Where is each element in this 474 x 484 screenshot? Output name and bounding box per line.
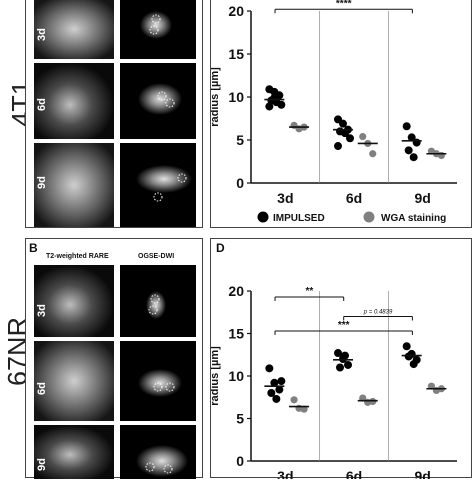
significance-label: *** [338,320,350,331]
legend-label: IMPULSED [273,213,325,224]
data-point [359,132,367,141]
legend-marker [257,211,269,223]
data-point [404,352,413,361]
data-point [402,122,411,131]
significance-label: ** [305,286,313,297]
data-point [404,146,413,155]
header-ogse-dwi: OGSE-DWI [138,253,175,260]
panel-letter-d: D [216,241,225,255]
data-point [267,389,276,397]
data-point [402,342,411,351]
y-tick-label: 20 [228,283,244,299]
y-tick-label: 5 [236,411,244,427]
data-point [290,396,298,404]
data-point [407,133,416,142]
y-axis-label: radius [µm] [211,346,221,406]
y-axis-label: radius [µm] [211,67,221,127]
tile-day-bottom-3: 9d [36,458,48,471]
y-tick-label: 15 [228,326,244,342]
tile-day-top-1: 3d [36,28,48,41]
data-point [334,349,343,358]
chart-top: 0 5 10 15 20 radius [µm] 3d 6d 9d **** IMPULSED WGA… [209,0,457,224]
data-point [346,134,355,143]
data-point [341,351,350,360]
chart-panel-bottom: D 0 5 10 15 20 radius [µm] 3d 6d 9d ** p = 0.4839 *… [209,238,472,484]
data-point [265,364,274,373]
y-tick-label: 10 [228,368,244,384]
image-panel-top-graphic [34,0,196,227]
header-t2-rare: T2-weighted RARE [46,253,109,260]
y-tick-label: 0 [236,453,244,469]
image-panel-bottom-graphic [34,265,196,479]
data-point [272,394,281,403]
x-tick-label: 3d [277,190,293,206]
data-point [275,385,284,394]
image-panel-top: 3d 6d 9d [25,0,203,228]
chart-panel-top: 0 5 10 15 20 radius [µm] 3d 6d 9d **** IMPULSED WGA… [209,0,472,228]
significance-label: p = 0.4839 [363,310,393,316]
y-tick-label: 0 [236,175,244,191]
x-tick-label: 6d [346,190,362,206]
data-point [341,129,350,138]
data-point [336,363,345,372]
significance-label: **** [336,0,352,9]
x-tick-label: 9d [414,190,430,206]
legend-marker [363,211,375,223]
data-point [344,360,353,369]
data-point [277,100,286,109]
legend-label: WGA staining [381,213,446,224]
panel-letter-b: B [29,241,38,255]
tile-day-top-2: 6d [36,98,48,111]
tile-day-top-3: 9d [36,176,48,189]
data-point [409,360,418,369]
data-point [334,142,343,151]
data-point [277,377,286,386]
data-point [270,93,279,102]
y-tick-label: 5 [236,132,244,148]
data-point [409,153,418,162]
image-panel-bottom: B T2-weighted RARE OGSE-DWI 3d 6d 9d [25,238,203,479]
tile-day-bottom-2: 6d [36,382,48,395]
data-point [270,378,279,387]
data-point [412,138,421,147]
y-tick-label: 15 [228,46,244,62]
tile-day-bottom-1: 3d [36,304,48,317]
y-tick-label: 10 [228,89,244,105]
data-point [369,397,377,406]
data-point [265,102,274,111]
data-point [369,150,377,158]
data-point [339,119,348,128]
y-tick-label: 20 [228,3,244,19]
